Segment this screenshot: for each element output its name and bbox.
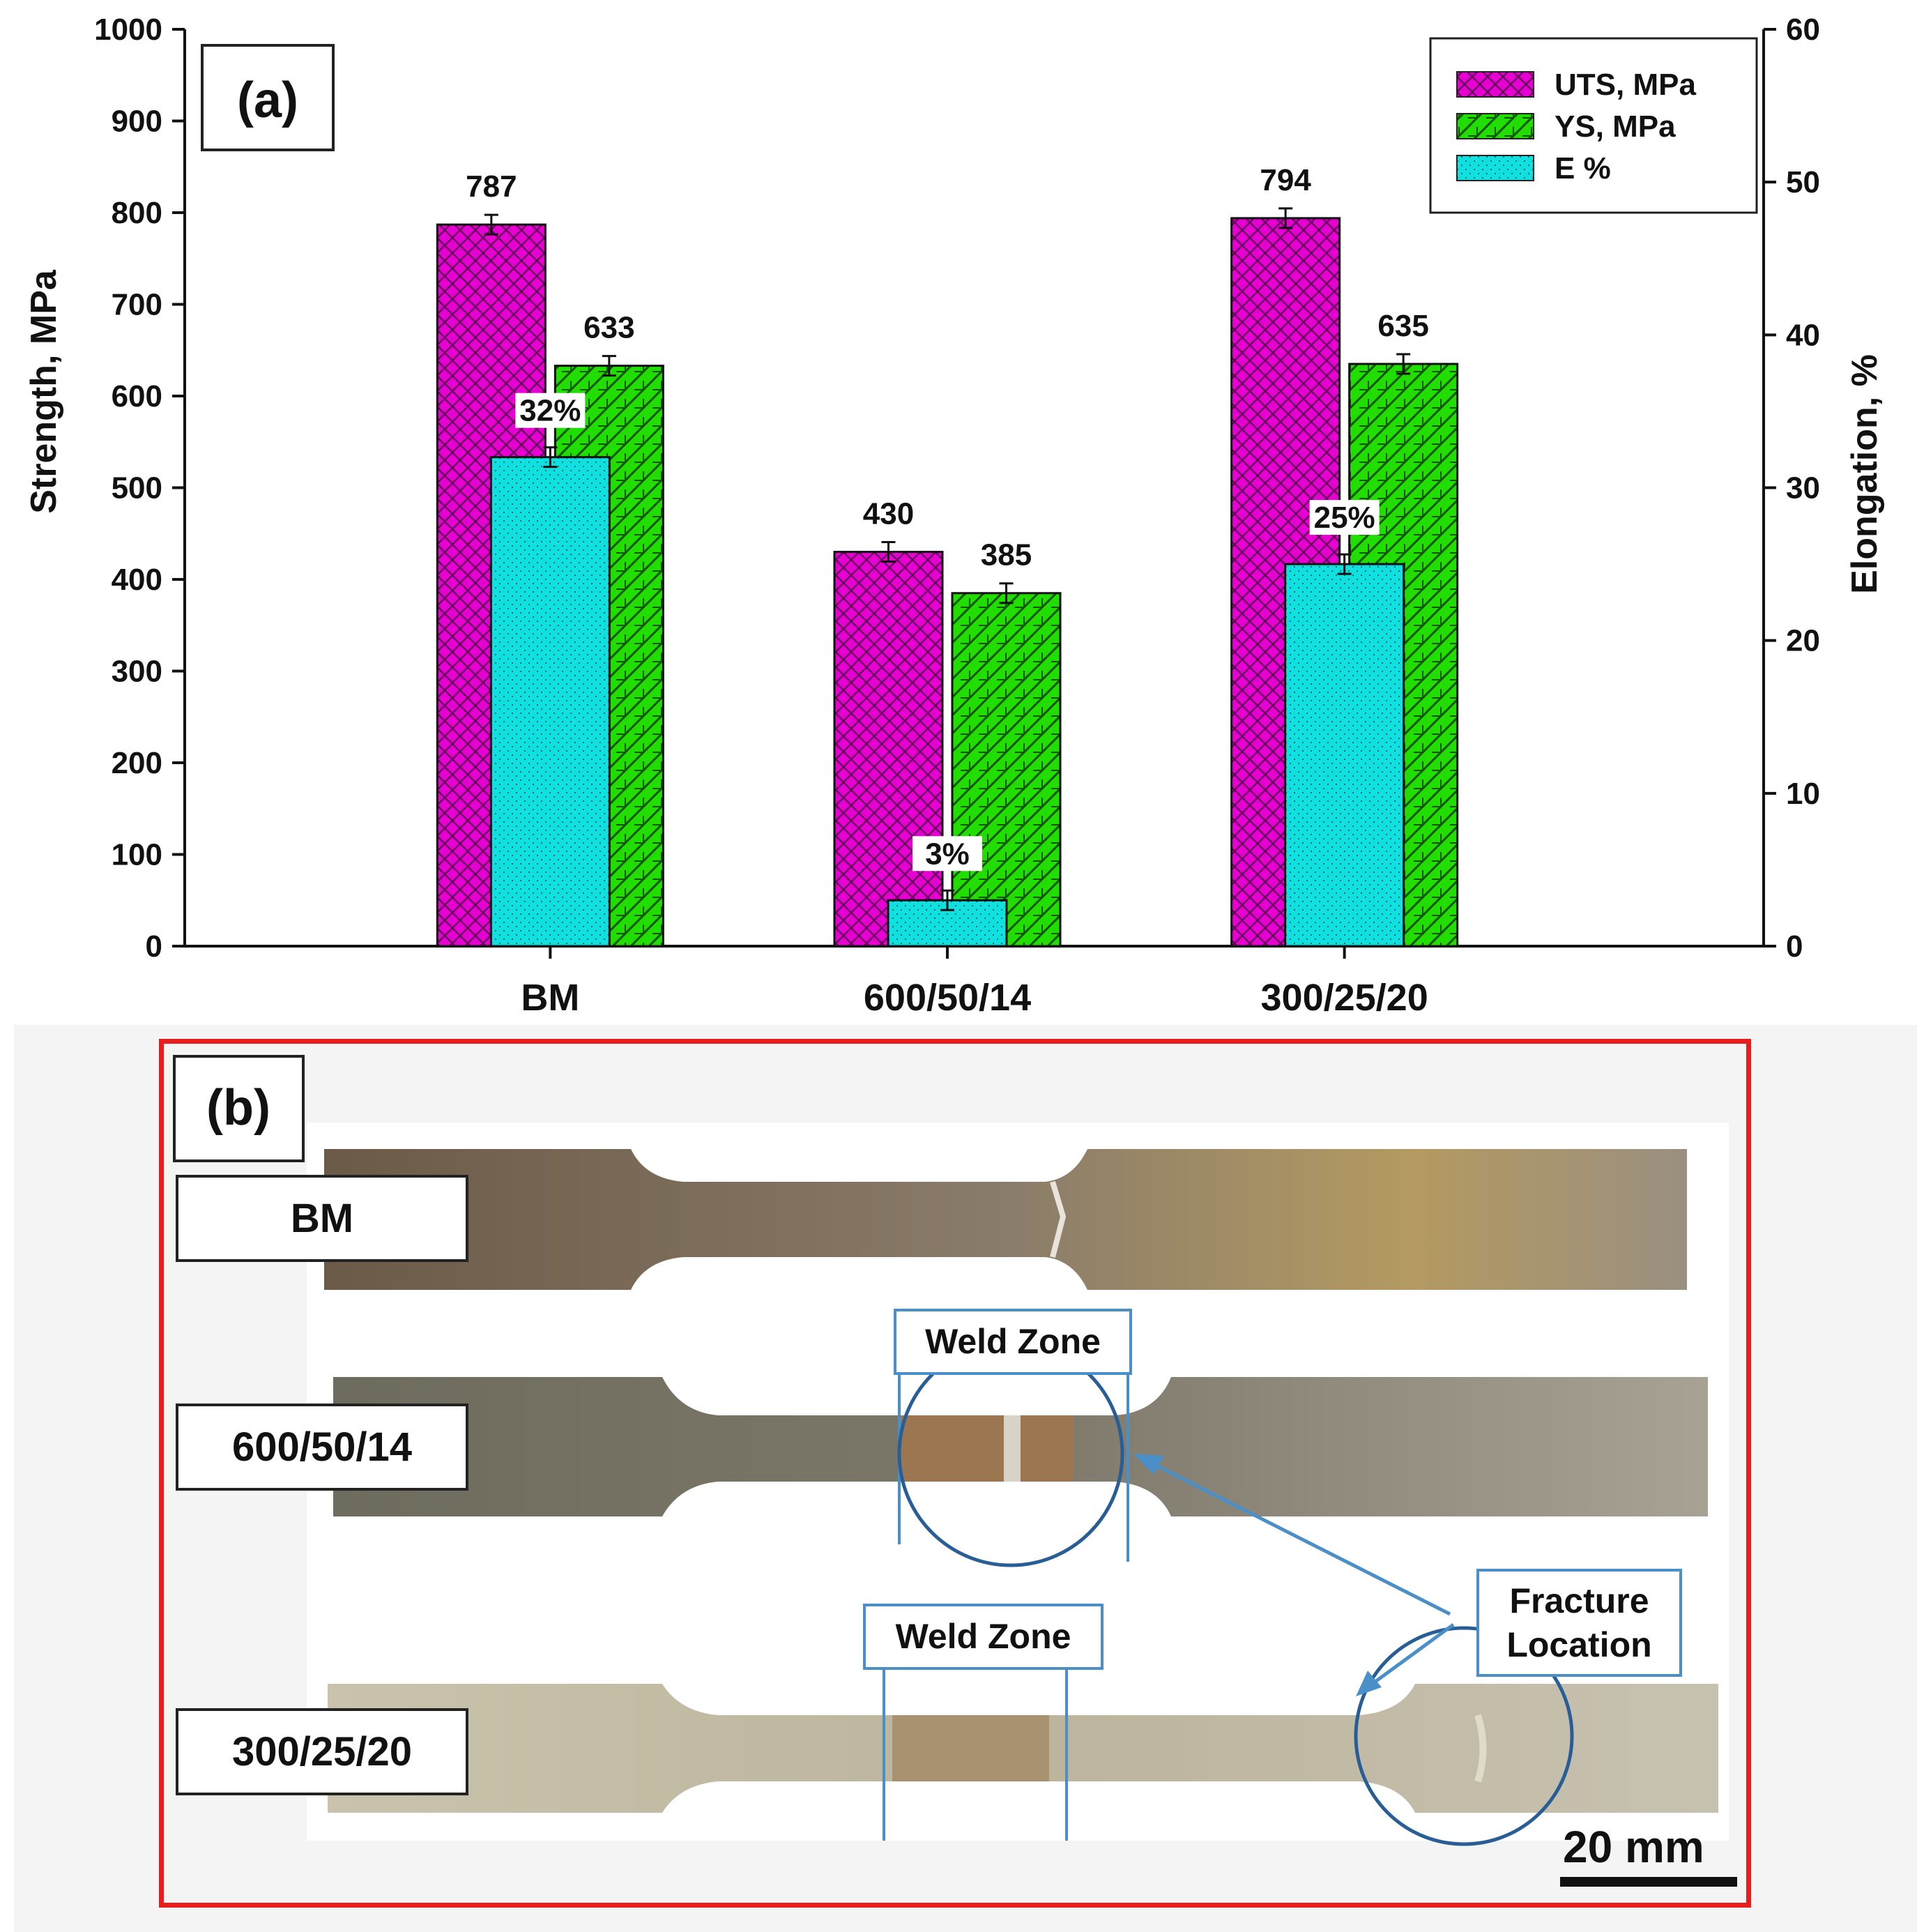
panel-b-label-box: [173, 1055, 305, 1162]
data-label: 25%: [1314, 501, 1375, 535]
specimen-label-bm: BM: [176, 1175, 468, 1262]
legend-label-uts: UTS, MPa: [1555, 68, 1696, 102]
fracture-arrow-1: [1138, 1455, 1451, 1616]
fracture-arrow-2-head: [1356, 1671, 1382, 1696]
value-labels: 787 633 32% 430 385 3% 794 635 25%: [466, 163, 1429, 872]
data-label: 794: [1260, 163, 1311, 197]
y-left-tick-label: 500: [112, 471, 162, 505]
y-right-tick-label: 20: [1786, 624, 1820, 658]
weld-bead-600-50-14: [899, 1415, 1074, 1482]
weld-zone-callout-1: Weld Zone: [894, 1309, 1132, 1375]
data-label: 787: [466, 169, 517, 204]
y-left-tick-label: 800: [112, 196, 162, 230]
data-label-bg: [1309, 500, 1380, 535]
x-tick-label: BM: [521, 977, 579, 1019]
bar-e: [1284, 563, 1405, 948]
legend: UTS, MPa YS, MPa E %: [1429, 37, 1758, 214]
specimen-label-600-50-14: 600/50/14: [176, 1404, 468, 1491]
data-label: 3%: [925, 837, 970, 871]
y-left-tick-label: 400: [112, 563, 162, 597]
panel-b-frame: [159, 1039, 1751, 1908]
bar-e: [489, 456, 611, 948]
panel-a-label-box: [201, 44, 335, 151]
fracture-callout-line-1: Fracture: [1509, 1581, 1649, 1620]
y-left-tick-label: 600: [112, 379, 162, 413]
y-right-tick-label: 40: [1786, 318, 1820, 352]
fracture-circle: [1354, 1626, 1574, 1846]
y-right-tick-label: 60: [1786, 13, 1820, 47]
bar-uts: [833, 551, 944, 948]
y-left-tick-label: 0: [146, 929, 162, 964]
scale-bar: [1560, 1877, 1737, 1887]
bar-ys: [951, 592, 1062, 948]
data-label-bg: [912, 836, 982, 872]
fracture-gap-bm: [1050, 1180, 1067, 1258]
y-left-tick-label: 200: [112, 746, 162, 780]
y-right-tick-label: 0: [1786, 929, 1803, 964]
legend-label-e: E %: [1555, 151, 1611, 185]
weld-bead-300-25-20: [892, 1715, 1049, 1781]
y-left-tick-label: 1000: [94, 13, 162, 47]
x-tick-label: 300/25/20: [1261, 977, 1428, 1019]
data-label: 385: [981, 538, 1032, 572]
data-label: 430: [863, 497, 914, 531]
y-left-tick-label: 700: [112, 288, 162, 322]
data-label: 32%: [519, 394, 581, 428]
y-axis-right-title: Elongation, %: [1845, 354, 1885, 594]
data-label-bg: [515, 393, 586, 428]
legend-swatch-e: [1456, 155, 1534, 181]
panel-a-label: (a): [237, 73, 298, 128]
legend-swatch-uts: [1456, 71, 1534, 98]
y-right-tick-label: 30: [1786, 471, 1820, 505]
bars: [436, 207, 1459, 948]
y-axis-left-title: Strength, MPa: [24, 269, 64, 514]
scale-bar-label: 20 mm: [1563, 1822, 1704, 1872]
y-right-tick-label: 10: [1786, 777, 1820, 811]
fracture-gap-600-50-14: [1004, 1415, 1021, 1482]
legend-label-ys: YS, MPa: [1555, 109, 1676, 144]
bar-chart: (a) 0 100 200 300 400 500 600 700 800 900 1000 0 10 2…: [24, 13, 1885, 1019]
specimen-bm: [324, 1149, 1687, 1290]
legend-swatch-ys: [1456, 113, 1534, 139]
data-label: 635: [1377, 309, 1428, 343]
y-left-tick-label: 300: [112, 655, 162, 689]
fracture-location-callout: Fracture Location: [1476, 1569, 1682, 1677]
fracture-arrow-1-head: [1133, 1454, 1164, 1475]
specimen-label-300-25-20: 300/25/20: [176, 1708, 468, 1795]
y-left-tick-label: 100: [112, 838, 162, 872]
fracture-callout-line-2: Location: [1506, 1625, 1652, 1664]
data-label: 633: [583, 311, 634, 345]
y-left-tick-label: 900: [112, 105, 162, 139]
fracture-arrow-2: [1361, 1622, 1455, 1693]
axes: 0 100 200 300 400 500 600 700 800 900 1000 0 10 20 30 4…: [94, 13, 1820, 1019]
panel-b-label: (b): [206, 1080, 270, 1136]
fracture-neck-300-25-20: [1474, 1714, 1487, 1783]
x-tick-label: 600/50/14: [864, 977, 1031, 1019]
y-right-tick-label: 50: [1786, 165, 1820, 199]
weld-zone-callout-2: Weld Zone: [863, 1604, 1103, 1670]
